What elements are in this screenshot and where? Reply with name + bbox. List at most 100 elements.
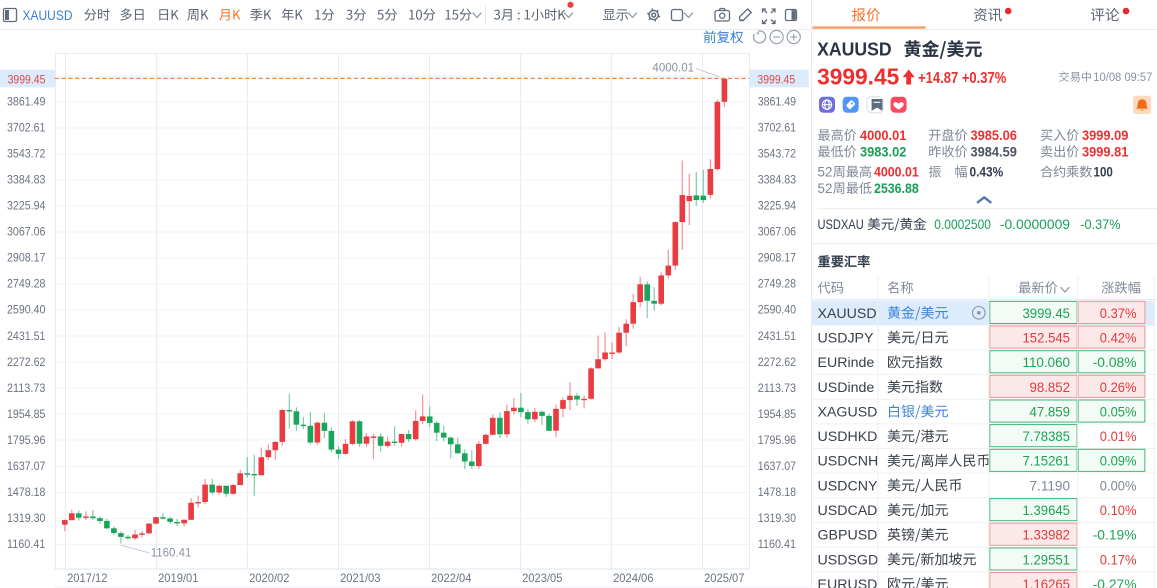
- svg-text:7.15261: 7.15261: [1023, 454, 1071, 470]
- svg-text:4000.01: 4000.01: [860, 128, 907, 143]
- svg-text:3999.09: 3999.09: [1082, 128, 1128, 143]
- svg-text:2019/01: 2019/01: [158, 571, 198, 585]
- svg-text:2022/04: 2022/04: [431, 571, 472, 585]
- svg-text:USDSGD: USDSGD: [818, 552, 879, 568]
- svg-text:2113.73: 2113.73: [758, 383, 796, 395]
- svg-text:2025/07: 2025/07: [704, 571, 744, 585]
- svg-text:1478.18: 1478.18: [758, 487, 796, 499]
- svg-text:3999.45: 3999.45: [8, 74, 46, 86]
- svg-text:1.39645: 1.39645: [1023, 503, 1071, 519]
- svg-text:GBPUSD: GBPUSD: [818, 528, 878, 544]
- svg-text:USDCAD: USDCAD: [818, 503, 878, 519]
- svg-text:2020/02: 2020/02: [249, 571, 289, 585]
- svg-text:4000.01: 4000.01: [652, 63, 694, 75]
- svg-text:7.1190: 7.1190: [1030, 478, 1071, 494]
- svg-text:3225.94: 3225.94: [7, 201, 46, 213]
- svg-text:52: 52: [818, 181, 833, 196]
- svg-text:0.26%: 0.26%: [1100, 379, 1137, 395]
- svg-text:-0.37%: -0.37%: [1080, 216, 1120, 232]
- svg-text:1954.85: 1954.85: [7, 409, 45, 421]
- svg-text:EURUSD: EURUSD: [818, 577, 878, 588]
- svg-text:1160.41: 1160.41: [758, 539, 796, 551]
- svg-text:2017/12: 2017/12: [67, 571, 107, 585]
- svg-text:USDJPY: USDJPY: [818, 330, 875, 346]
- svg-text:100: 100: [1094, 165, 1113, 180]
- svg-text:3984.59: 3984.59: [971, 144, 1017, 159]
- svg-text:0.43%: 0.43%: [970, 165, 1004, 180]
- svg-text:-0.19%: -0.19%: [1093, 527, 1137, 543]
- svg-text:10/08 09:57: 10/08 09:57: [1093, 72, 1152, 84]
- svg-text:USDCNY: USDCNY: [818, 478, 878, 494]
- svg-text:-0.0000009: -0.0000009: [1000, 216, 1070, 232]
- svg-text:2908.17: 2908.17: [758, 253, 796, 265]
- svg-text:3861.49: 3861.49: [758, 97, 796, 109]
- svg-text:2024/06: 2024/06: [613, 571, 654, 585]
- svg-text:0.37%: 0.37%: [1100, 305, 1137, 321]
- svg-text:1795.96: 1795.96: [7, 435, 45, 447]
- svg-text:1637.07: 1637.07: [758, 461, 796, 473]
- svg-text:0.09%: 0.09%: [1100, 453, 1137, 469]
- svg-text:3225.94: 3225.94: [758, 201, 797, 213]
- svg-text:2908.17: 2908.17: [7, 253, 45, 265]
- svg-text:2431.51: 2431.51: [758, 331, 796, 343]
- svg-text:3999.45: 3999.45: [757, 74, 795, 86]
- svg-text:3702.61: 3702.61: [758, 123, 796, 135]
- svg-text:XAUUSD: XAUUSD: [818, 306, 877, 322]
- svg-text:0.01%: 0.01%: [1100, 428, 1137, 444]
- svg-text:-0.27%: -0.27%: [1093, 576, 1137, 588]
- svg-text:EURinde: EURinde: [818, 355, 875, 371]
- svg-text:2590.40: 2590.40: [758, 305, 796, 317]
- svg-text:0.0002500: 0.0002500: [934, 216, 991, 232]
- svg-text:2113.73: 2113.73: [7, 383, 45, 395]
- svg-text:110.060: 110.060: [1023, 355, 1071, 371]
- svg-text:1637.07: 1637.07: [7, 461, 45, 473]
- svg-text:2536.88: 2536.88: [874, 181, 919, 196]
- svg-text:2023/05: 2023/05: [522, 571, 563, 585]
- svg-text:1.29551: 1.29551: [1023, 552, 1071, 568]
- svg-text:1795.96: 1795.96: [758, 435, 796, 447]
- svg-text:1954.85: 1954.85: [758, 409, 796, 421]
- svg-text:3067.06: 3067.06: [758, 227, 796, 239]
- svg-text:3543.72: 3543.72: [7, 149, 45, 161]
- svg-text:47.859: 47.859: [1030, 404, 1071, 420]
- svg-text:3999.81: 3999.81: [1082, 144, 1129, 159]
- svg-text:2021/03: 2021/03: [340, 571, 381, 585]
- svg-text:1160.41: 1160.41: [7, 539, 45, 551]
- svg-text:2749.28: 2749.28: [758, 279, 796, 291]
- svg-text:3999.45: 3999.45: [817, 64, 899, 90]
- svg-text:1319.30: 1319.30: [7, 513, 45, 525]
- svg-text:3543.72: 3543.72: [758, 149, 796, 161]
- svg-text:2590.40: 2590.40: [7, 305, 45, 317]
- svg-text:0.42%: 0.42%: [1100, 329, 1137, 345]
- svg-text:3384.83: 3384.83: [758, 175, 796, 187]
- svg-text:0.00%: 0.00%: [1100, 477, 1137, 493]
- svg-text:2272.62: 2272.62: [7, 357, 45, 369]
- svg-text:3702.61: 3702.61: [7, 123, 45, 135]
- svg-text:52: 52: [818, 165, 833, 180]
- svg-text:XAGUSD: XAGUSD: [818, 404, 878, 420]
- svg-text:1160.41: 1160.41: [151, 548, 192, 560]
- svg-text:4000.01: 4000.01: [874, 165, 919, 180]
- svg-text:USDHKD: USDHKD: [818, 429, 878, 445]
- svg-text:152.545: 152.545: [1023, 330, 1071, 346]
- svg-text:3985.06: 3985.06: [971, 128, 1018, 143]
- svg-text:USDCNH: USDCNH: [818, 454, 879, 470]
- svg-text:0.05%: 0.05%: [1100, 403, 1137, 419]
- svg-text:2431.51: 2431.51: [7, 331, 45, 343]
- svg-text:1478.18: 1478.18: [7, 487, 45, 499]
- svg-text:XAUUSD: XAUUSD: [23, 8, 73, 23]
- svg-text:3983.02: 3983.02: [860, 144, 906, 159]
- svg-text:1.16265: 1.16265: [1023, 577, 1071, 588]
- svg-text:2749.28: 2749.28: [7, 279, 45, 291]
- svg-text:1319.30: 1319.30: [758, 513, 796, 525]
- svg-text:1.33982: 1.33982: [1023, 528, 1071, 544]
- svg-text:3067.06: 3067.06: [7, 227, 45, 239]
- svg-text:USDinde: USDinde: [818, 380, 875, 396]
- svg-text:3999.45: 3999.45: [1023, 306, 1071, 322]
- svg-text:3861.49: 3861.49: [7, 97, 45, 109]
- svg-text:98.852: 98.852: [1030, 380, 1071, 396]
- svg-text:3384.83: 3384.83: [7, 175, 45, 187]
- svg-text:0.17%: 0.17%: [1100, 551, 1137, 567]
- svg-text:2272.62: 2272.62: [758, 357, 796, 369]
- svg-text:-0.08%: -0.08%: [1093, 354, 1137, 370]
